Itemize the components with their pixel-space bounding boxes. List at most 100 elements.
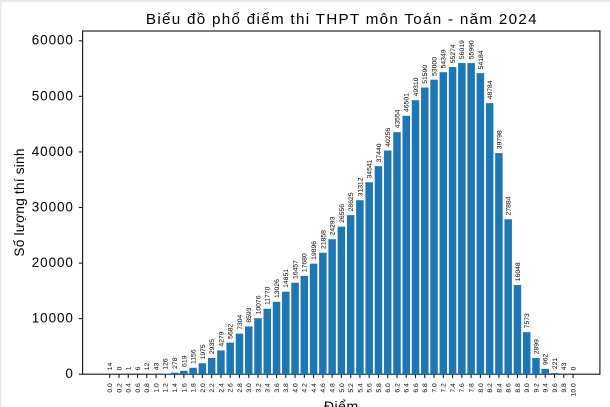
svg-text:7304: 7304: [237, 314, 244, 329]
svg-text:1.0: 1.0: [153, 383, 160, 393]
svg-text:0: 0: [65, 366, 73, 381]
svg-text:5682: 5682: [228, 323, 235, 338]
svg-text:19896: 19896: [311, 241, 318, 260]
svg-text:17680: 17680: [302, 253, 309, 272]
svg-text:6.8: 6.8: [422, 383, 429, 393]
svg-text:5.8: 5.8: [376, 383, 383, 393]
svg-text:0.8: 0.8: [144, 383, 151, 393]
svg-text:4279: 4279: [218, 331, 225, 346]
svg-text:0: 0: [570, 366, 577, 370]
svg-text:11770: 11770: [265, 286, 272, 305]
svg-text:51590: 51590: [422, 65, 429, 84]
svg-text:4.8: 4.8: [330, 383, 337, 393]
svg-text:43: 43: [561, 362, 568, 370]
svg-text:9.6: 9.6: [552, 383, 559, 393]
svg-text:278: 278: [172, 357, 179, 369]
svg-text:10000: 10000: [32, 311, 74, 326]
svg-text:31312: 31312: [357, 177, 364, 196]
svg-text:8593: 8593: [246, 307, 253, 322]
svg-text:48784: 48784: [487, 80, 494, 99]
svg-text:5.0: 5.0: [339, 383, 346, 393]
svg-text:55990: 55990: [469, 40, 476, 59]
svg-text:40000: 40000: [32, 144, 74, 159]
svg-text:0: 0: [116, 366, 123, 370]
svg-text:6.6: 6.6: [413, 383, 420, 393]
svg-text:1.4: 1.4: [172, 383, 179, 393]
svg-text:14: 14: [107, 363, 114, 371]
svg-text:24293: 24293: [330, 216, 337, 235]
svg-text:7.2: 7.2: [441, 383, 448, 393]
svg-text:56019: 56019: [459, 40, 466, 59]
svg-text:50000: 50000: [32, 88, 74, 103]
svg-text:9.0: 9.0: [524, 383, 531, 393]
svg-text:5.6: 5.6: [367, 383, 374, 393]
svg-text:3.2: 3.2: [255, 383, 262, 393]
svg-text:8.4: 8.4: [496, 383, 503, 393]
svg-text:4.6: 4.6: [320, 383, 327, 393]
svg-text:55274: 55274: [450, 44, 457, 63]
svg-text:7.8: 7.8: [469, 383, 476, 393]
svg-text:Số lượng thí sinh: Số lượng thí sinh: [12, 148, 27, 256]
svg-text:30000: 30000: [32, 199, 74, 214]
svg-text:0.0: 0.0: [107, 383, 114, 393]
svg-text:619: 619: [181, 355, 188, 367]
svg-text:6: 6: [135, 366, 142, 370]
svg-text:1.8: 1.8: [191, 383, 198, 393]
svg-text:2.2: 2.2: [209, 383, 216, 393]
svg-text:16048: 16048: [515, 262, 522, 281]
svg-text:46501: 46501: [404, 93, 411, 112]
svg-text:4.0: 4.0: [292, 383, 299, 393]
svg-text:2899: 2899: [533, 339, 540, 354]
svg-text:10.0: 10.0: [570, 383, 577, 396]
svg-text:4.4: 4.4: [311, 383, 318, 393]
svg-text:0.6: 0.6: [135, 383, 142, 393]
svg-text:7.4: 7.4: [450, 383, 457, 393]
svg-text:4.2: 4.2: [302, 383, 309, 393]
svg-text:13026: 13026: [274, 279, 281, 298]
svg-text:Biểu đồ phổ điểm thi THPT môn: Biểu đồ phổ điểm thi THPT môn Toán - năm…: [146, 11, 538, 28]
svg-text:Điểm: Điểm: [324, 398, 359, 407]
svg-text:8.8: 8.8: [515, 383, 522, 393]
svg-text:39798: 39798: [496, 130, 503, 149]
svg-text:8.2: 8.2: [487, 383, 494, 393]
svg-text:43554: 43554: [394, 109, 401, 128]
svg-text:1.6: 1.6: [181, 383, 188, 393]
svg-text:3.4: 3.4: [265, 383, 272, 393]
svg-text:2.4: 2.4: [218, 383, 225, 393]
svg-text:9.2: 9.2: [533, 383, 540, 393]
svg-text:2.6: 2.6: [228, 383, 235, 393]
svg-text:16457: 16457: [292, 260, 299, 279]
svg-text:6.2: 6.2: [394, 383, 401, 393]
svg-text:3.8: 3.8: [283, 383, 290, 393]
svg-text:9.8: 9.8: [561, 383, 568, 393]
svg-text:54184: 54184: [478, 50, 485, 69]
svg-text:3.0: 3.0: [246, 383, 253, 393]
svg-text:5.2: 5.2: [348, 383, 355, 393]
svg-text:0.4: 0.4: [126, 383, 133, 393]
svg-text:2.0: 2.0: [200, 383, 207, 393]
svg-text:12: 12: [144, 363, 151, 371]
svg-text:1: 1: [126, 366, 133, 370]
svg-text:60000: 60000: [32, 33, 74, 48]
svg-text:21858: 21858: [320, 230, 327, 249]
svg-text:40256: 40256: [385, 128, 392, 147]
svg-text:8.6: 8.6: [506, 383, 513, 393]
svg-text:2.8: 2.8: [237, 383, 244, 393]
svg-text:10076: 10076: [255, 295, 262, 314]
svg-text:221: 221: [552, 358, 559, 370]
svg-text:962: 962: [543, 353, 550, 365]
svg-text:53000: 53000: [431, 57, 438, 76]
svg-text:0.2: 0.2: [116, 383, 123, 393]
svg-text:7.6: 7.6: [459, 383, 466, 393]
svg-text:3.6: 3.6: [274, 383, 281, 393]
svg-text:126: 126: [163, 358, 170, 370]
svg-text:27884: 27884: [506, 196, 513, 215]
svg-text:9.4: 9.4: [543, 383, 550, 393]
svg-text:49310: 49310: [413, 77, 420, 96]
svg-text:43: 43: [153, 362, 160, 370]
svg-text:37440: 37440: [376, 143, 383, 162]
svg-text:7573: 7573: [524, 313, 531, 328]
svg-text:26556: 26556: [339, 204, 346, 223]
svg-text:34541: 34541: [367, 159, 374, 178]
svg-text:6.4: 6.4: [404, 383, 411, 393]
